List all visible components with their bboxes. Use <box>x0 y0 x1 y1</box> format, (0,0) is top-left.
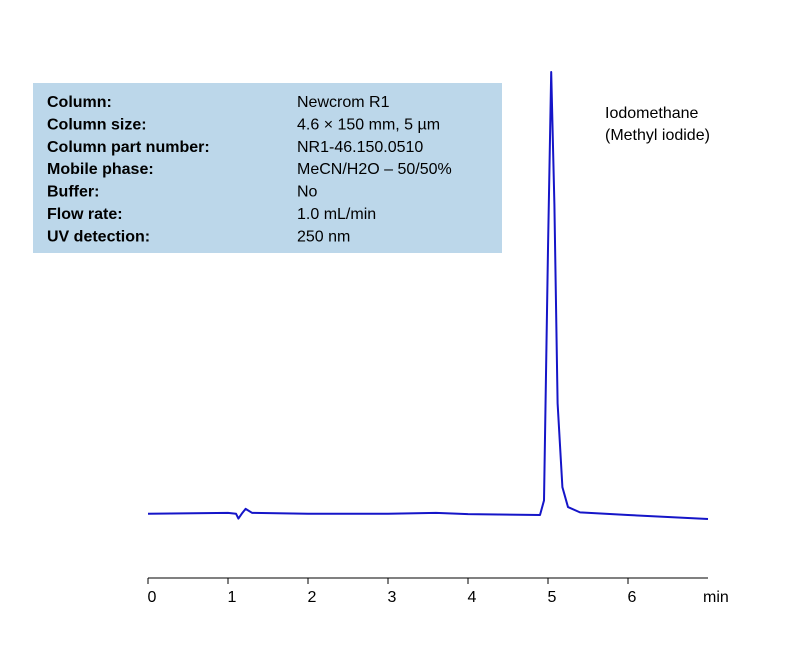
x-tick-label: 1 <box>228 589 237 606</box>
info-value: MeCN/H2O – 50/50% <box>297 161 452 178</box>
info-value: No <box>297 184 318 201</box>
info-value: 1.0 mL/min <box>297 206 376 223</box>
x-tick-label: 0 <box>148 589 157 606</box>
info-label: Buffer: <box>47 184 99 201</box>
info-label: Column: <box>47 94 112 111</box>
info-value: Newcrom R1 <box>297 94 390 111</box>
x-tick-label: 3 <box>388 589 397 606</box>
peak-annotation: (Methyl iodide) <box>605 127 710 144</box>
info-label: Column size: <box>47 116 147 133</box>
x-tick-label: 5 <box>548 589 557 606</box>
info-label: UV detection: <box>47 228 150 245</box>
chromatogram-line <box>147 71 709 520</box>
info-panel <box>33 83 502 253</box>
x-tick-label: 4 <box>468 589 477 606</box>
x-tick-label: 2 <box>308 589 317 606</box>
info-value: 4.6 × 150 mm, 5 µm <box>297 116 440 133</box>
info-value: 250 nm <box>297 228 350 245</box>
info-label: Mobile phase: <box>47 161 154 178</box>
peak-annotation: Iodomethane <box>605 105 699 122</box>
info-label: Column part number: <box>47 139 210 156</box>
info-label: Flow rate: <box>47 206 123 223</box>
x-tick-label: 6 <box>628 589 637 606</box>
info-value: NR1-46.150.0510 <box>297 139 423 156</box>
x-axis-label: min <box>703 589 729 606</box>
